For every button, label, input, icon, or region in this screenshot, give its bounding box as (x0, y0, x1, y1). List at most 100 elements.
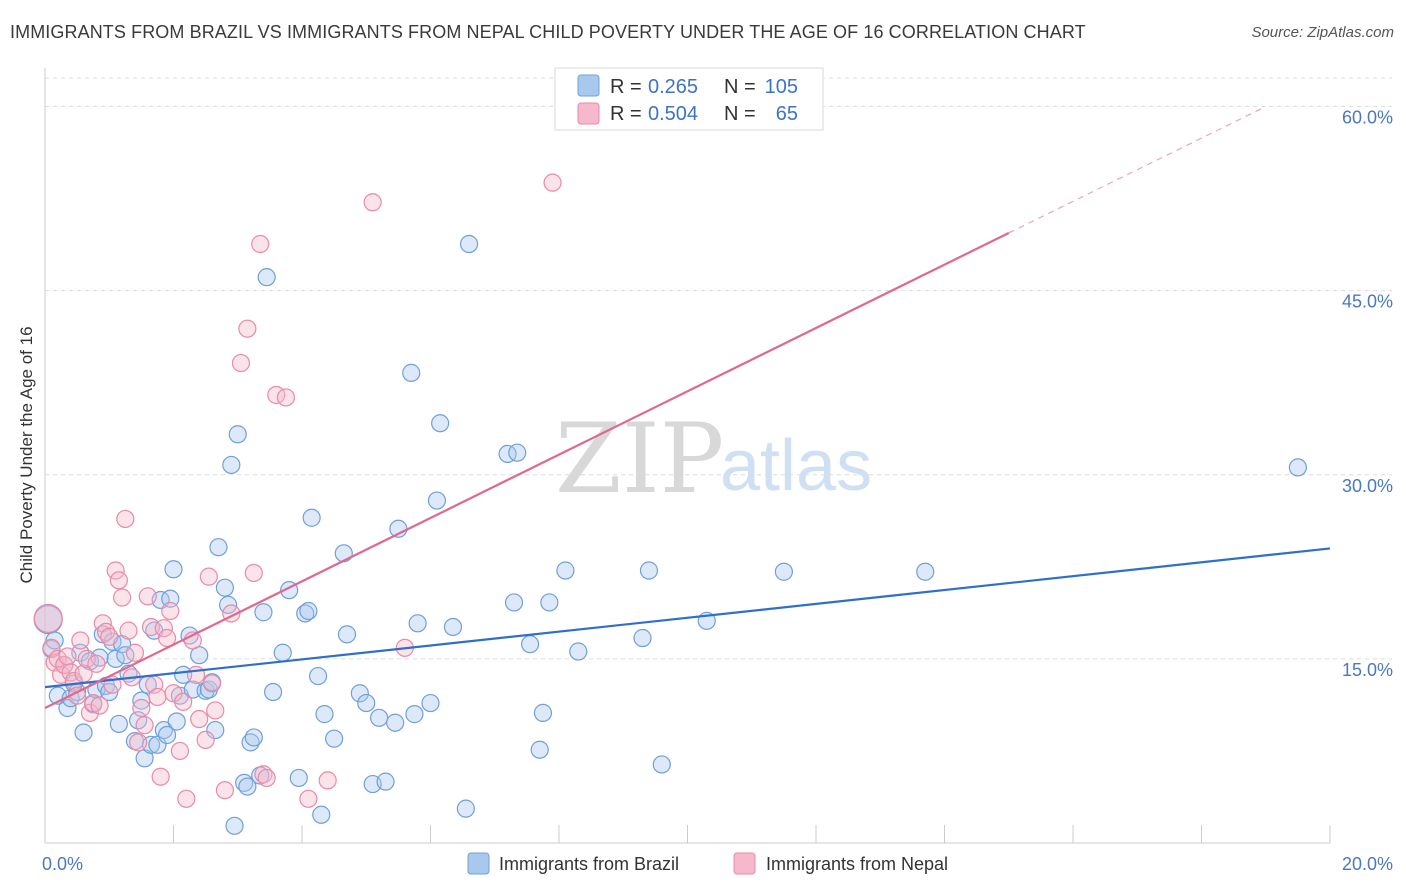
nepal-point (251, 234, 270, 254)
nepal-point (161, 601, 180, 621)
brazil-point (376, 772, 395, 791)
nepal-point (299, 789, 318, 808)
brazil-point (289, 768, 308, 788)
brazil-point (533, 703, 553, 722)
brazil-point (443, 617, 463, 637)
axes (44, 68, 1331, 844)
y-tick-label-15: 15.0% (1342, 660, 1393, 680)
brazil-point (238, 777, 257, 796)
nepal-point (141, 617, 161, 637)
brazil-point (498, 444, 517, 464)
brazil-point (109, 714, 128, 734)
brazil-point (556, 561, 575, 580)
nepal-point (77, 649, 96, 668)
brazil-point (206, 720, 225, 740)
nepal-point (116, 509, 135, 529)
brazil-point (315, 705, 334, 724)
brazil-point (154, 720, 173, 740)
nepal-point (125, 643, 145, 662)
nepal-point (135, 716, 154, 735)
brazil-point (209, 538, 228, 557)
legend-n-value-nepal: 65 (776, 103, 798, 125)
nepal-point (100, 627, 119, 646)
nepal-point (157, 628, 177, 648)
brazil-point (508, 443, 527, 462)
nepal-point (42, 638, 61, 657)
nepal-point (109, 571, 128, 590)
brazil-point (540, 593, 559, 612)
nepal-point (58, 647, 77, 666)
nepal-point (80, 703, 100, 722)
brazil-point (225, 816, 244, 835)
brazil-point (325, 729, 344, 748)
brazil-point (405, 705, 424, 724)
x-tick-label-20: 20.0% (1342, 854, 1393, 874)
nepal-point (215, 781, 234, 800)
brazil-point (58, 698, 77, 718)
brazil-point (774, 562, 793, 581)
brazil-point (357, 693, 376, 713)
y-axis-label: Child Poverty Under the Age of 16 (17, 326, 36, 583)
brazil-point (157, 725, 177, 745)
nepal-point (106, 561, 125, 580)
brazil-point (164, 560, 183, 579)
trend-line-nepal-extension (1008, 106, 1267, 234)
nepal-point (132, 698, 151, 718)
nepal-point (90, 696, 109, 715)
brazil-point (299, 601, 318, 621)
nepal-point (196, 730, 215, 749)
brazil-point (459, 234, 479, 254)
brazil-point (215, 578, 234, 597)
brazil-point (421, 693, 440, 713)
series-brazil-points (33, 234, 1307, 835)
nepal-point (190, 709, 209, 729)
y-tick-labels: 15.0% 30.0% 45.0% 60.0% (1342, 108, 1393, 680)
nepal-point (170, 741, 190, 761)
brazil-point (257, 268, 276, 287)
brazil-point (273, 643, 292, 662)
brazil-point (350, 684, 369, 703)
brazil-point (1288, 458, 1307, 477)
brazil-point (228, 425, 247, 444)
legend-box (554, 67, 824, 131)
nepal-point (96, 622, 116, 641)
bottom-legend-label-nepal: Immigrants from Nepal (766, 854, 948, 874)
nepal-point (206, 701, 225, 720)
brazil-point (427, 491, 447, 510)
brazil-point (74, 723, 93, 742)
brazil-point (337, 625, 357, 644)
series-nepal-points (33, 173, 562, 808)
brazil-point (633, 628, 652, 648)
legend-swatch-nepal (577, 102, 600, 125)
brazil-point (652, 755, 671, 774)
brazil-point (386, 713, 405, 732)
bottom-legend-swatch-nepal (733, 852, 756, 875)
brazil-point (308, 666, 328, 686)
nepal-point (154, 619, 173, 638)
nepal-point (363, 193, 382, 212)
nepal-point (199, 567, 218, 586)
nepal-point (174, 692, 193, 711)
nepal-point (202, 674, 222, 693)
legend-n-label-brazil: N = (724, 76, 756, 98)
nepal-point (177, 789, 196, 808)
watermark-zip: ZIP (555, 403, 724, 515)
brazil-point (174, 665, 193, 684)
bottom-legend: Immigrants from Brazil Immigrants from N… (467, 852, 948, 875)
y-tick-label-45: 45.0% (1342, 292, 1393, 312)
brazil-point (241, 733, 260, 752)
y-tick-label-30: 30.0% (1342, 476, 1393, 496)
brazil-point (916, 562, 935, 581)
nepal-point (151, 767, 170, 786)
source-credit: Source: ZipAtlas.com (1251, 24, 1394, 41)
brazil-point (408, 614, 427, 633)
legend-swatch-brazil (577, 74, 600, 97)
nepal-point (231, 353, 251, 373)
nepal-point (129, 733, 148, 752)
legend-r-value-brazil: 0.265 (648, 76, 698, 98)
legend: R = 0.265 N = 105 R = 0.504 N = 65 (554, 67, 824, 131)
brazil-point (222, 455, 241, 475)
brazil-point (167, 712, 186, 731)
chart-title: IMMIGRANTS FROM BRAZIL VS IMMIGRANTS FRO… (10, 22, 1086, 42)
